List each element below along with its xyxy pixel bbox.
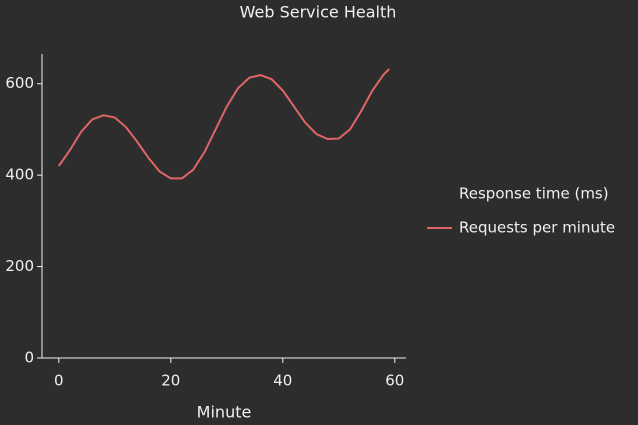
chart-title: Web Service Health [240, 3, 397, 22]
x-tick-label: 0 [54, 372, 64, 390]
y-tick-label: 600 [5, 74, 34, 92]
y-tick-label: 200 [5, 257, 34, 275]
series-line [57, 68, 390, 180]
x-tick-label: 40 [273, 372, 292, 390]
legend-title: Response time (ms) [459, 185, 609, 203]
y-tick-label: 0 [24, 349, 34, 367]
x-axis-label: Minute [197, 403, 252, 422]
x-tick-label: 20 [161, 372, 180, 390]
x-tick-label: 60 [385, 372, 404, 390]
y-tick-label: 400 [5, 166, 34, 184]
legend-label: Requests per minute [459, 219, 615, 237]
